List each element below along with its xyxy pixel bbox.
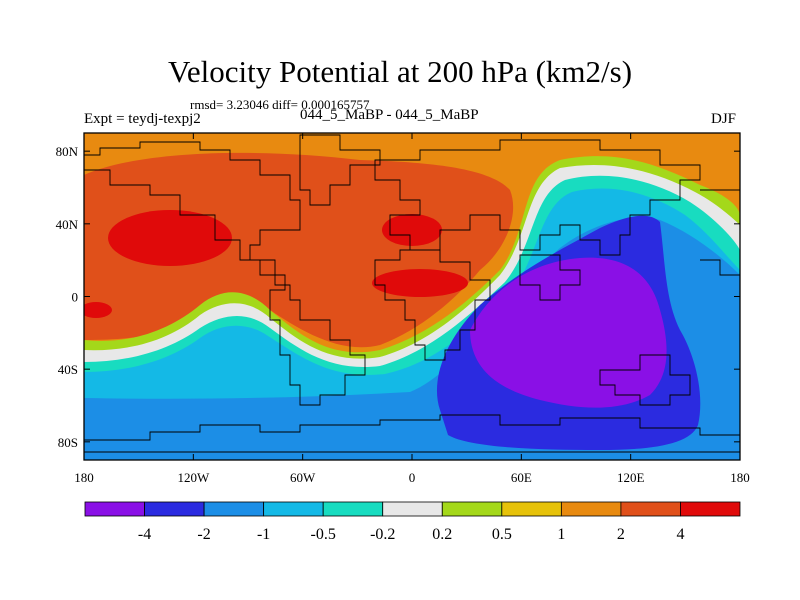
x-tick-label: 60E bbox=[511, 470, 532, 485]
x-tick-label: 0 bbox=[409, 470, 416, 485]
colorbar-swatch bbox=[680, 501, 741, 517]
stats-line: rmsd= 3.23046 diff= 0.000165757 bbox=[190, 97, 370, 112]
y-tick-label: 80S bbox=[58, 435, 78, 450]
coastlines bbox=[84, 134, 740, 453]
colorbar-swatch bbox=[144, 501, 205, 517]
contour-band-red-orange-west bbox=[84, 152, 514, 348]
y-tick-label: 0 bbox=[72, 290, 79, 305]
contour-field bbox=[84, 133, 740, 460]
colorbar-label: -0.2 bbox=[370, 526, 395, 543]
y-tick-label: 40S bbox=[58, 362, 78, 377]
contour-band-red-west-edge bbox=[84, 302, 112, 318]
colorbar-swatch bbox=[84, 501, 145, 517]
x-tick-label: 60W bbox=[290, 470, 316, 485]
y-tick-label: 40N bbox=[56, 217, 79, 232]
x-tick-label: 180 bbox=[730, 470, 750, 485]
colorbar-label: -4 bbox=[138, 526, 151, 543]
colorbar-label: -2 bbox=[197, 526, 210, 543]
colorbar-label: 0.5 bbox=[492, 526, 512, 543]
colorbar-label: 2 bbox=[617, 526, 625, 543]
x-axis: 180 120W 60W 0 60E 120E 180 bbox=[74, 133, 750, 485]
contour-band-red-europe bbox=[382, 214, 442, 246]
chart-title: Velocity Potential at 200 hPa (km2/s) bbox=[167, 54, 633, 89]
colorbar-swatch bbox=[441, 501, 503, 517]
colorbar-swatch bbox=[322, 501, 384, 517]
colorbar-label: -0.5 bbox=[311, 526, 336, 543]
x-tick-label: 120E bbox=[617, 470, 645, 485]
colorbar-swatch bbox=[560, 501, 622, 517]
colorbar-label: 0.2 bbox=[432, 526, 452, 543]
colorbar-label: 4 bbox=[676, 526, 684, 543]
colorbar-swatch bbox=[501, 501, 562, 517]
colorbar-swatch bbox=[263, 501, 324, 517]
model-label: 044_5_MaBP - 044_5_MaBP bbox=[300, 107, 479, 123]
colorbar: -4 -2 -1 -0.5 -0.2 0.2 0.5 1 2 4 bbox=[84, 501, 741, 543]
x-tick-label: 180 bbox=[74, 470, 94, 485]
x-tick-label: 120W bbox=[177, 470, 210, 485]
experiment-label: Expt = teydj-texpj2 bbox=[84, 111, 201, 127]
colorbar-swatch bbox=[382, 501, 443, 517]
colorbar-swatch bbox=[620, 501, 681, 517]
colorbar-label: 1 bbox=[557, 526, 565, 543]
y-tick-label: 80N bbox=[56, 144, 79, 159]
contour-band-red-pacific bbox=[108, 210, 232, 266]
y-axis: 80N 40N 0 40S 80S bbox=[56, 144, 740, 450]
contour-band-red-africa bbox=[372, 269, 468, 297]
colorbar-label: -1 bbox=[257, 526, 270, 543]
season-label: DJF bbox=[711, 111, 737, 127]
colorbar-swatch bbox=[203, 501, 265, 517]
